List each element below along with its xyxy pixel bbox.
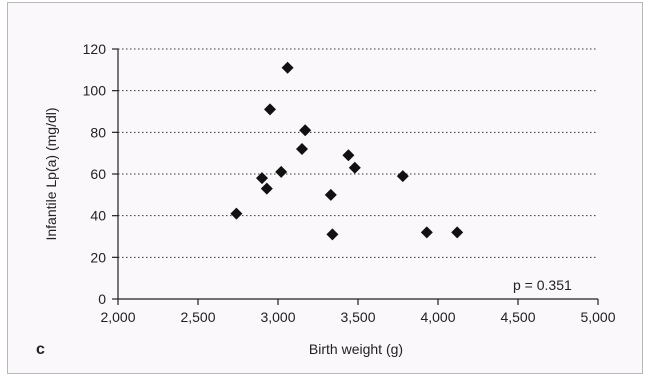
- data-point: [342, 149, 355, 162]
- x-ticks: 2,000 2,500 3,000 3,500 4,000 4,500 5,000: [100, 299, 616, 325]
- x-tick-label: 2,500: [180, 309, 215, 325]
- data-point: [299, 124, 312, 137]
- y-tick-label: 80: [90, 124, 106, 140]
- data-point: [451, 226, 464, 239]
- data-point: [281, 61, 294, 74]
- x-axis-label: Birth weight (g): [309, 341, 403, 357]
- data-point: [260, 182, 273, 195]
- x-tick-label: 5,000: [580, 309, 615, 325]
- chart-panel: 2,000 2,500 3,000 3,500 4,000 4,500 5,000 0 20 4…: [7, 2, 643, 374]
- x-tick-label: 3,000: [260, 309, 295, 325]
- y-tick-label: 20: [90, 249, 106, 265]
- x-tick-label: 3,500: [340, 309, 375, 325]
- data-point: [275, 165, 288, 178]
- y-tick-label: 100: [83, 83, 107, 99]
- y-tick-label: 120: [83, 41, 107, 57]
- data-point: [256, 172, 268, 185]
- data-point: [420, 226, 433, 239]
- y-tick-label: 40: [90, 208, 106, 224]
- data-point: [326, 228, 339, 241]
- grid-layer: [118, 48, 598, 258]
- y-tick-label: 0: [98, 291, 106, 307]
- p-value-annotation: p = 0.351: [513, 277, 572, 293]
- data-point: [264, 103, 276, 116]
- y-axis-label: Infantile Lp(a) (mg/dl): [43, 107, 59, 240]
- x-tick-label: 4,000: [420, 309, 455, 325]
- data-point: [230, 207, 243, 220]
- y-tick-label: 60: [90, 166, 106, 182]
- data-point: [348, 161, 361, 174]
- data-point: [324, 188, 337, 201]
- data-points: [230, 61, 464, 241]
- y-ticks: 0 20 40 60 80 100 120: [83, 41, 118, 307]
- data-point: [296, 143, 308, 155]
- data-point: [396, 170, 409, 183]
- x-tick-label: 4,500: [500, 309, 535, 325]
- x-tick-label: 2,000: [100, 309, 135, 325]
- scatter-chart: 2,000 2,500 3,000 3,500 4,000 4,500 5,000 0 20 4…: [36, 41, 616, 358]
- panel-label: c: [36, 341, 45, 358]
